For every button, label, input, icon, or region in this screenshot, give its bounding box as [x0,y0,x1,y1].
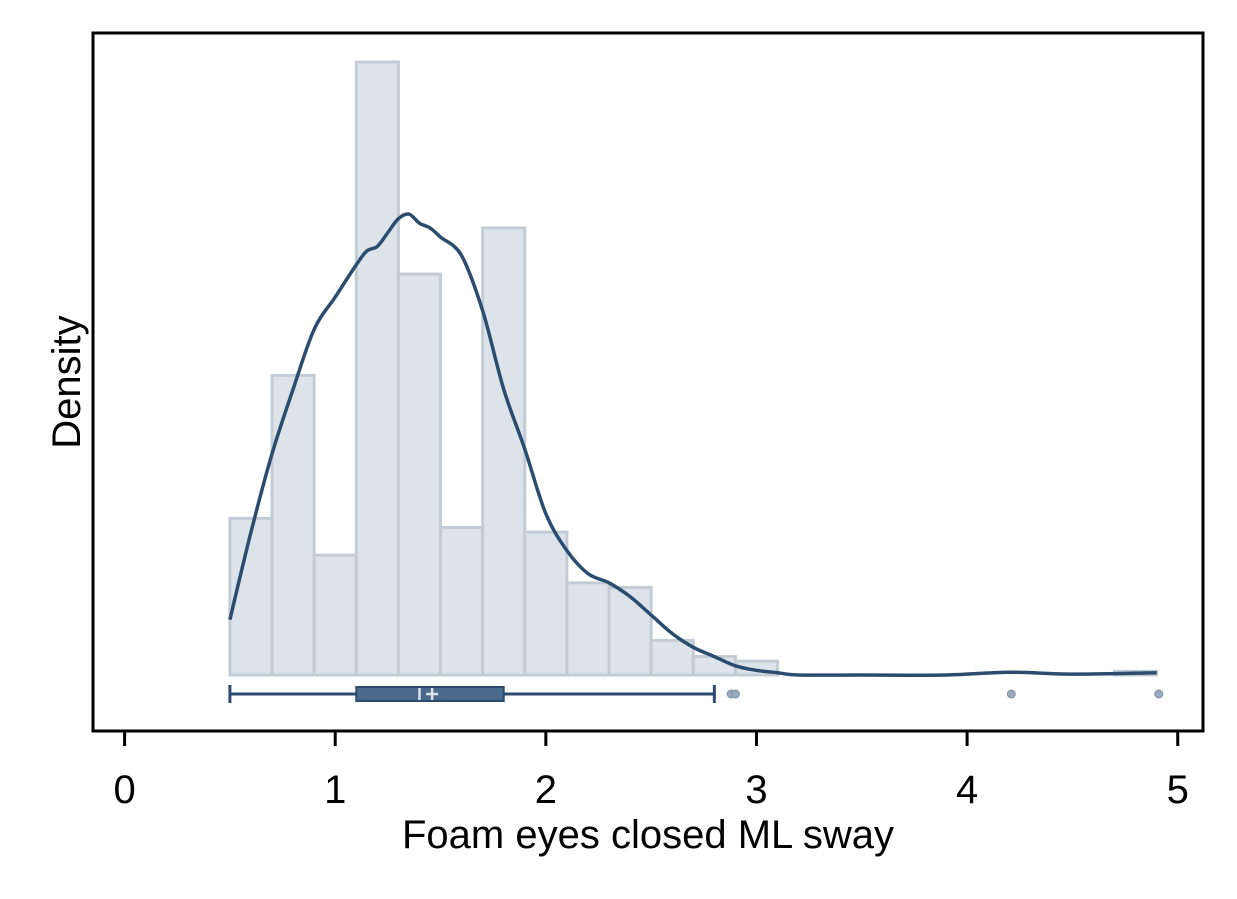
histogram-bar [523,530,569,677]
boxplot-outlier-point [730,689,740,699]
x-tick-label: 5 [1167,768,1189,812]
x-tick-label: 1 [324,768,346,812]
histogram-bar [565,581,611,677]
histogram-bar [354,60,400,677]
y-axis-title: Density [45,315,89,448]
boxplot-outlier-point [1006,689,1016,699]
x-tick-label: 0 [113,768,135,812]
x-tick-label: 3 [745,768,767,812]
x-tick-label: 2 [535,768,557,812]
histogram-bar [312,553,358,677]
histogram-bar [270,373,316,677]
histogram-bar [481,226,527,677]
x-axis: 0 1 2 3 4 5 [93,729,1203,812]
boxplot-layer [228,685,1164,703]
density-curve-layer [228,212,1157,677]
histogram-bar [607,585,653,677]
x-tick-label: 4 [956,768,978,812]
boxplot-outlier-point [1154,689,1164,699]
histogram-bar [439,526,485,677]
density-curve [228,212,1157,677]
histogram-bars [228,60,1159,677]
histogram-bar [396,272,443,677]
histogram-bar [691,655,737,677]
x-axis-title: Foam eyes closed ML sway [402,813,894,857]
